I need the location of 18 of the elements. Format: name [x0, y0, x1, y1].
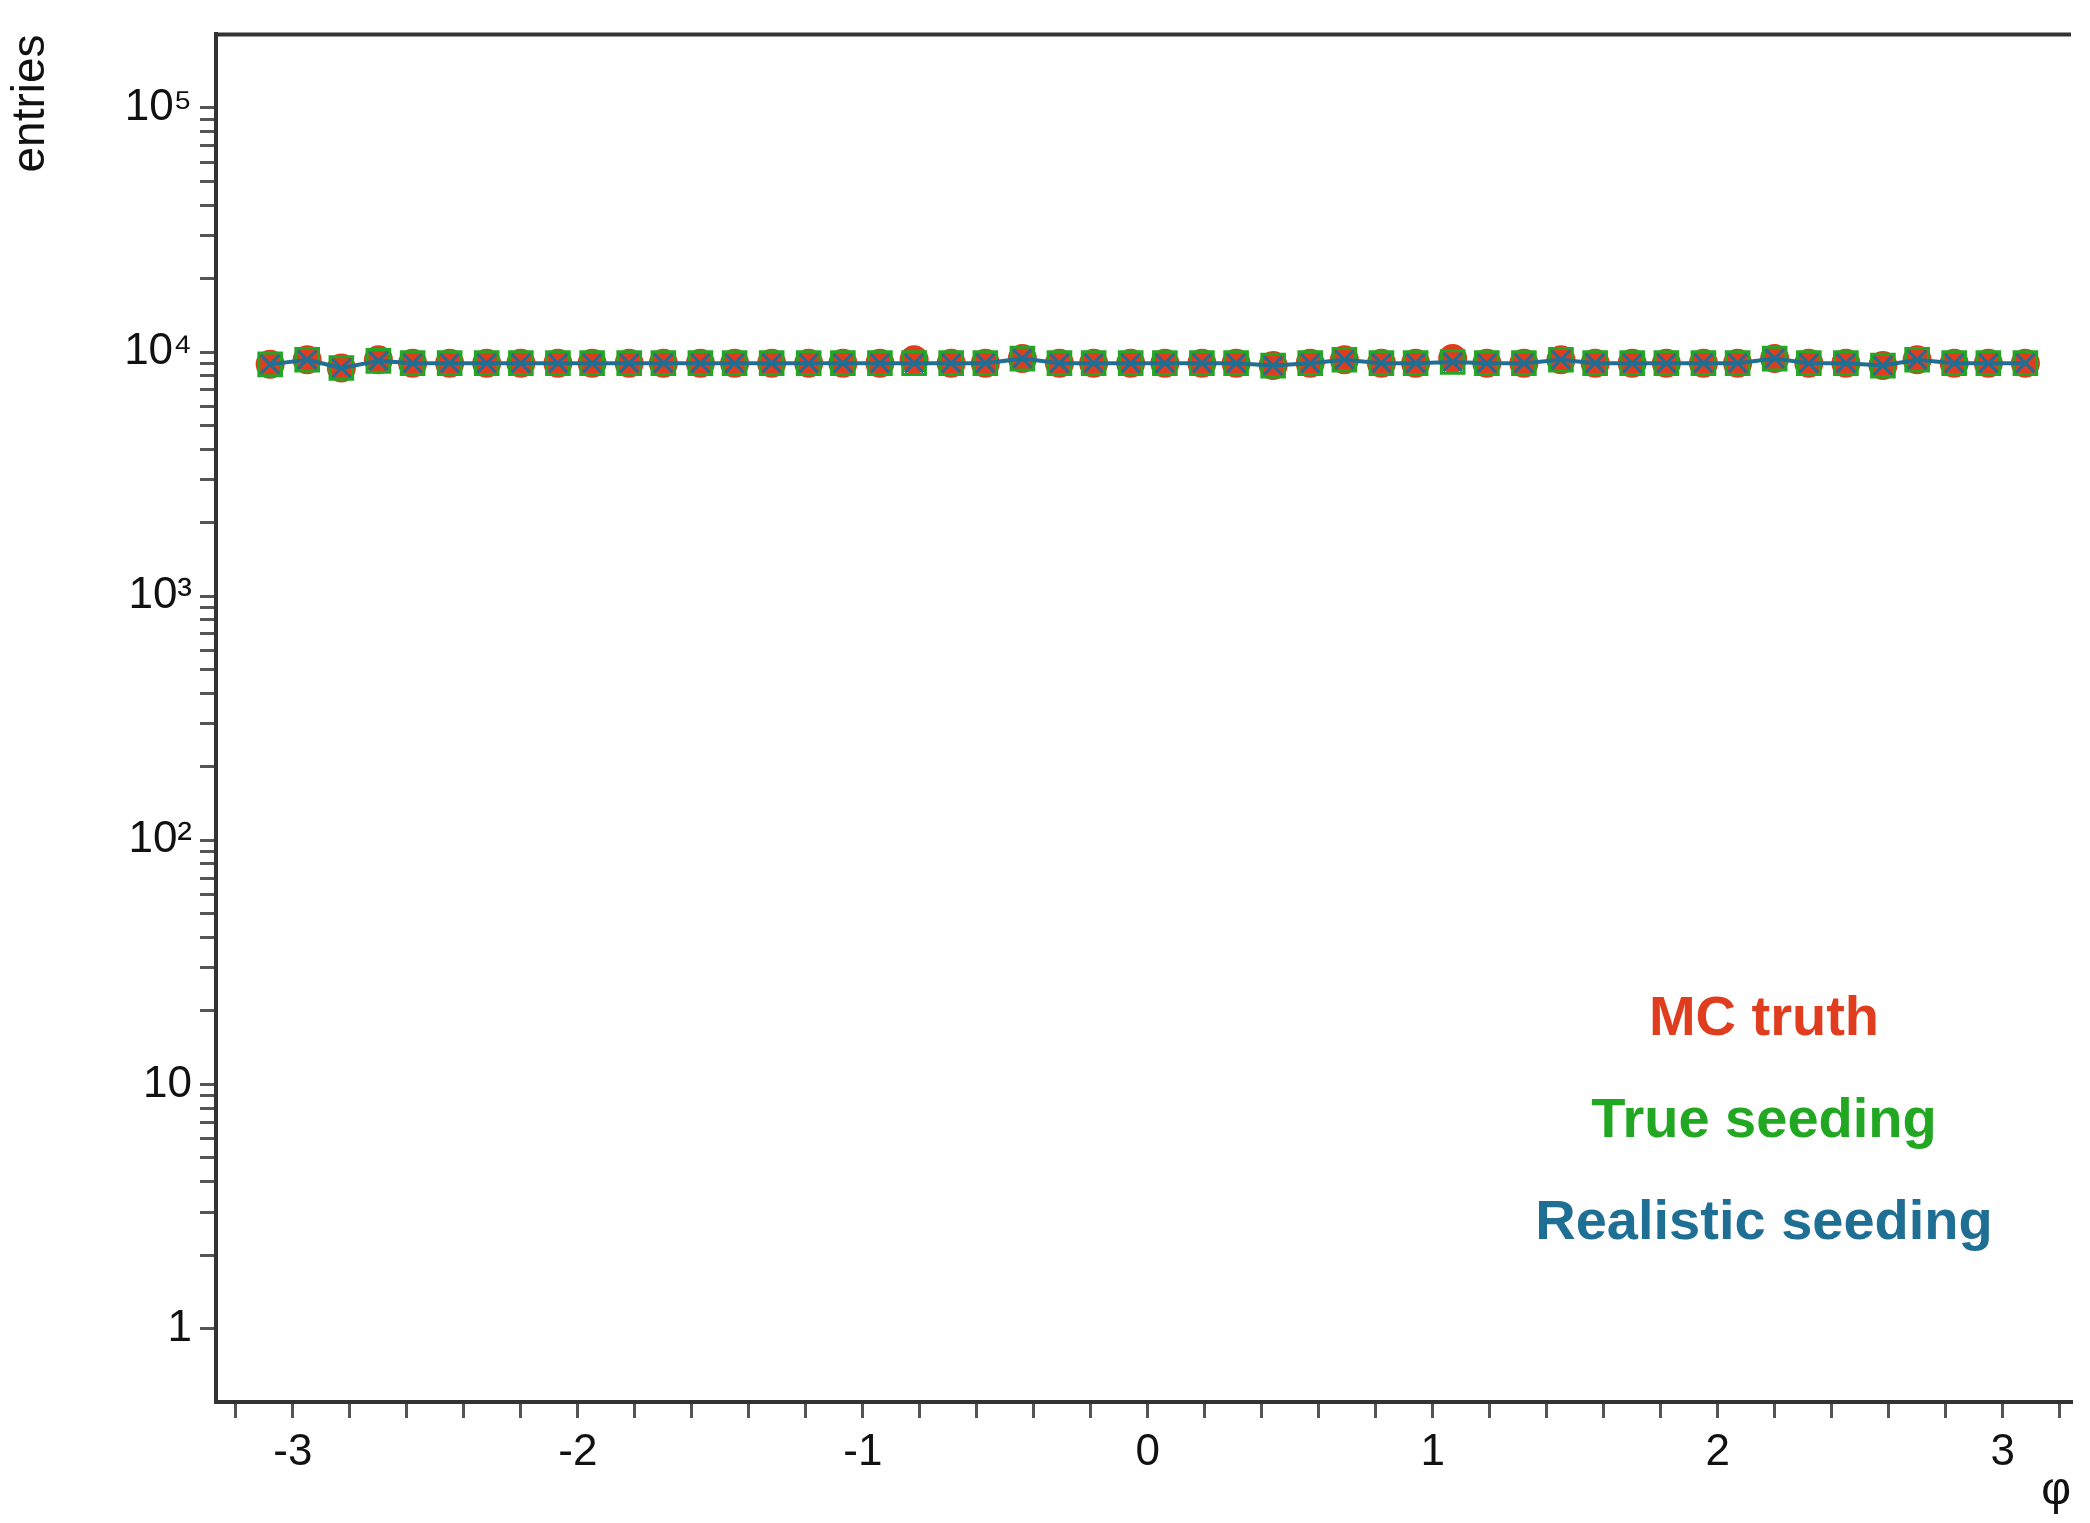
y-axis-title: entries [2, 34, 55, 173]
y-tick-label: 10³ [128, 568, 192, 618]
x-axis-title: φ [2041, 1462, 2071, 1515]
y-tick-label: 10⁵ [124, 80, 192, 130]
y-tick-label: 1 [167, 1300, 192, 1350]
y-tick-label: 10⁴ [124, 324, 192, 374]
x-tick-label: -1 [843, 1424, 883, 1474]
x-tick-label: -3 [273, 1424, 313, 1474]
text: True seeding [1591, 1086, 1937, 1150]
x-tick-label: 0 [1135, 1424, 1161, 1474]
x-tick-label: -2 [558, 1424, 598, 1474]
x-tick-label: 2 [1705, 1424, 1730, 1474]
y-tick-label: 10 [143, 1056, 192, 1106]
x-tick-label: 1 [1420, 1424, 1445, 1474]
x-tick-label: 3 [1990, 1424, 2015, 1474]
y-tick-label: 10² [128, 812, 192, 862]
text: MC truth [1648, 984, 1880, 1048]
text: Realistic seeding [1535, 1188, 1993, 1252]
